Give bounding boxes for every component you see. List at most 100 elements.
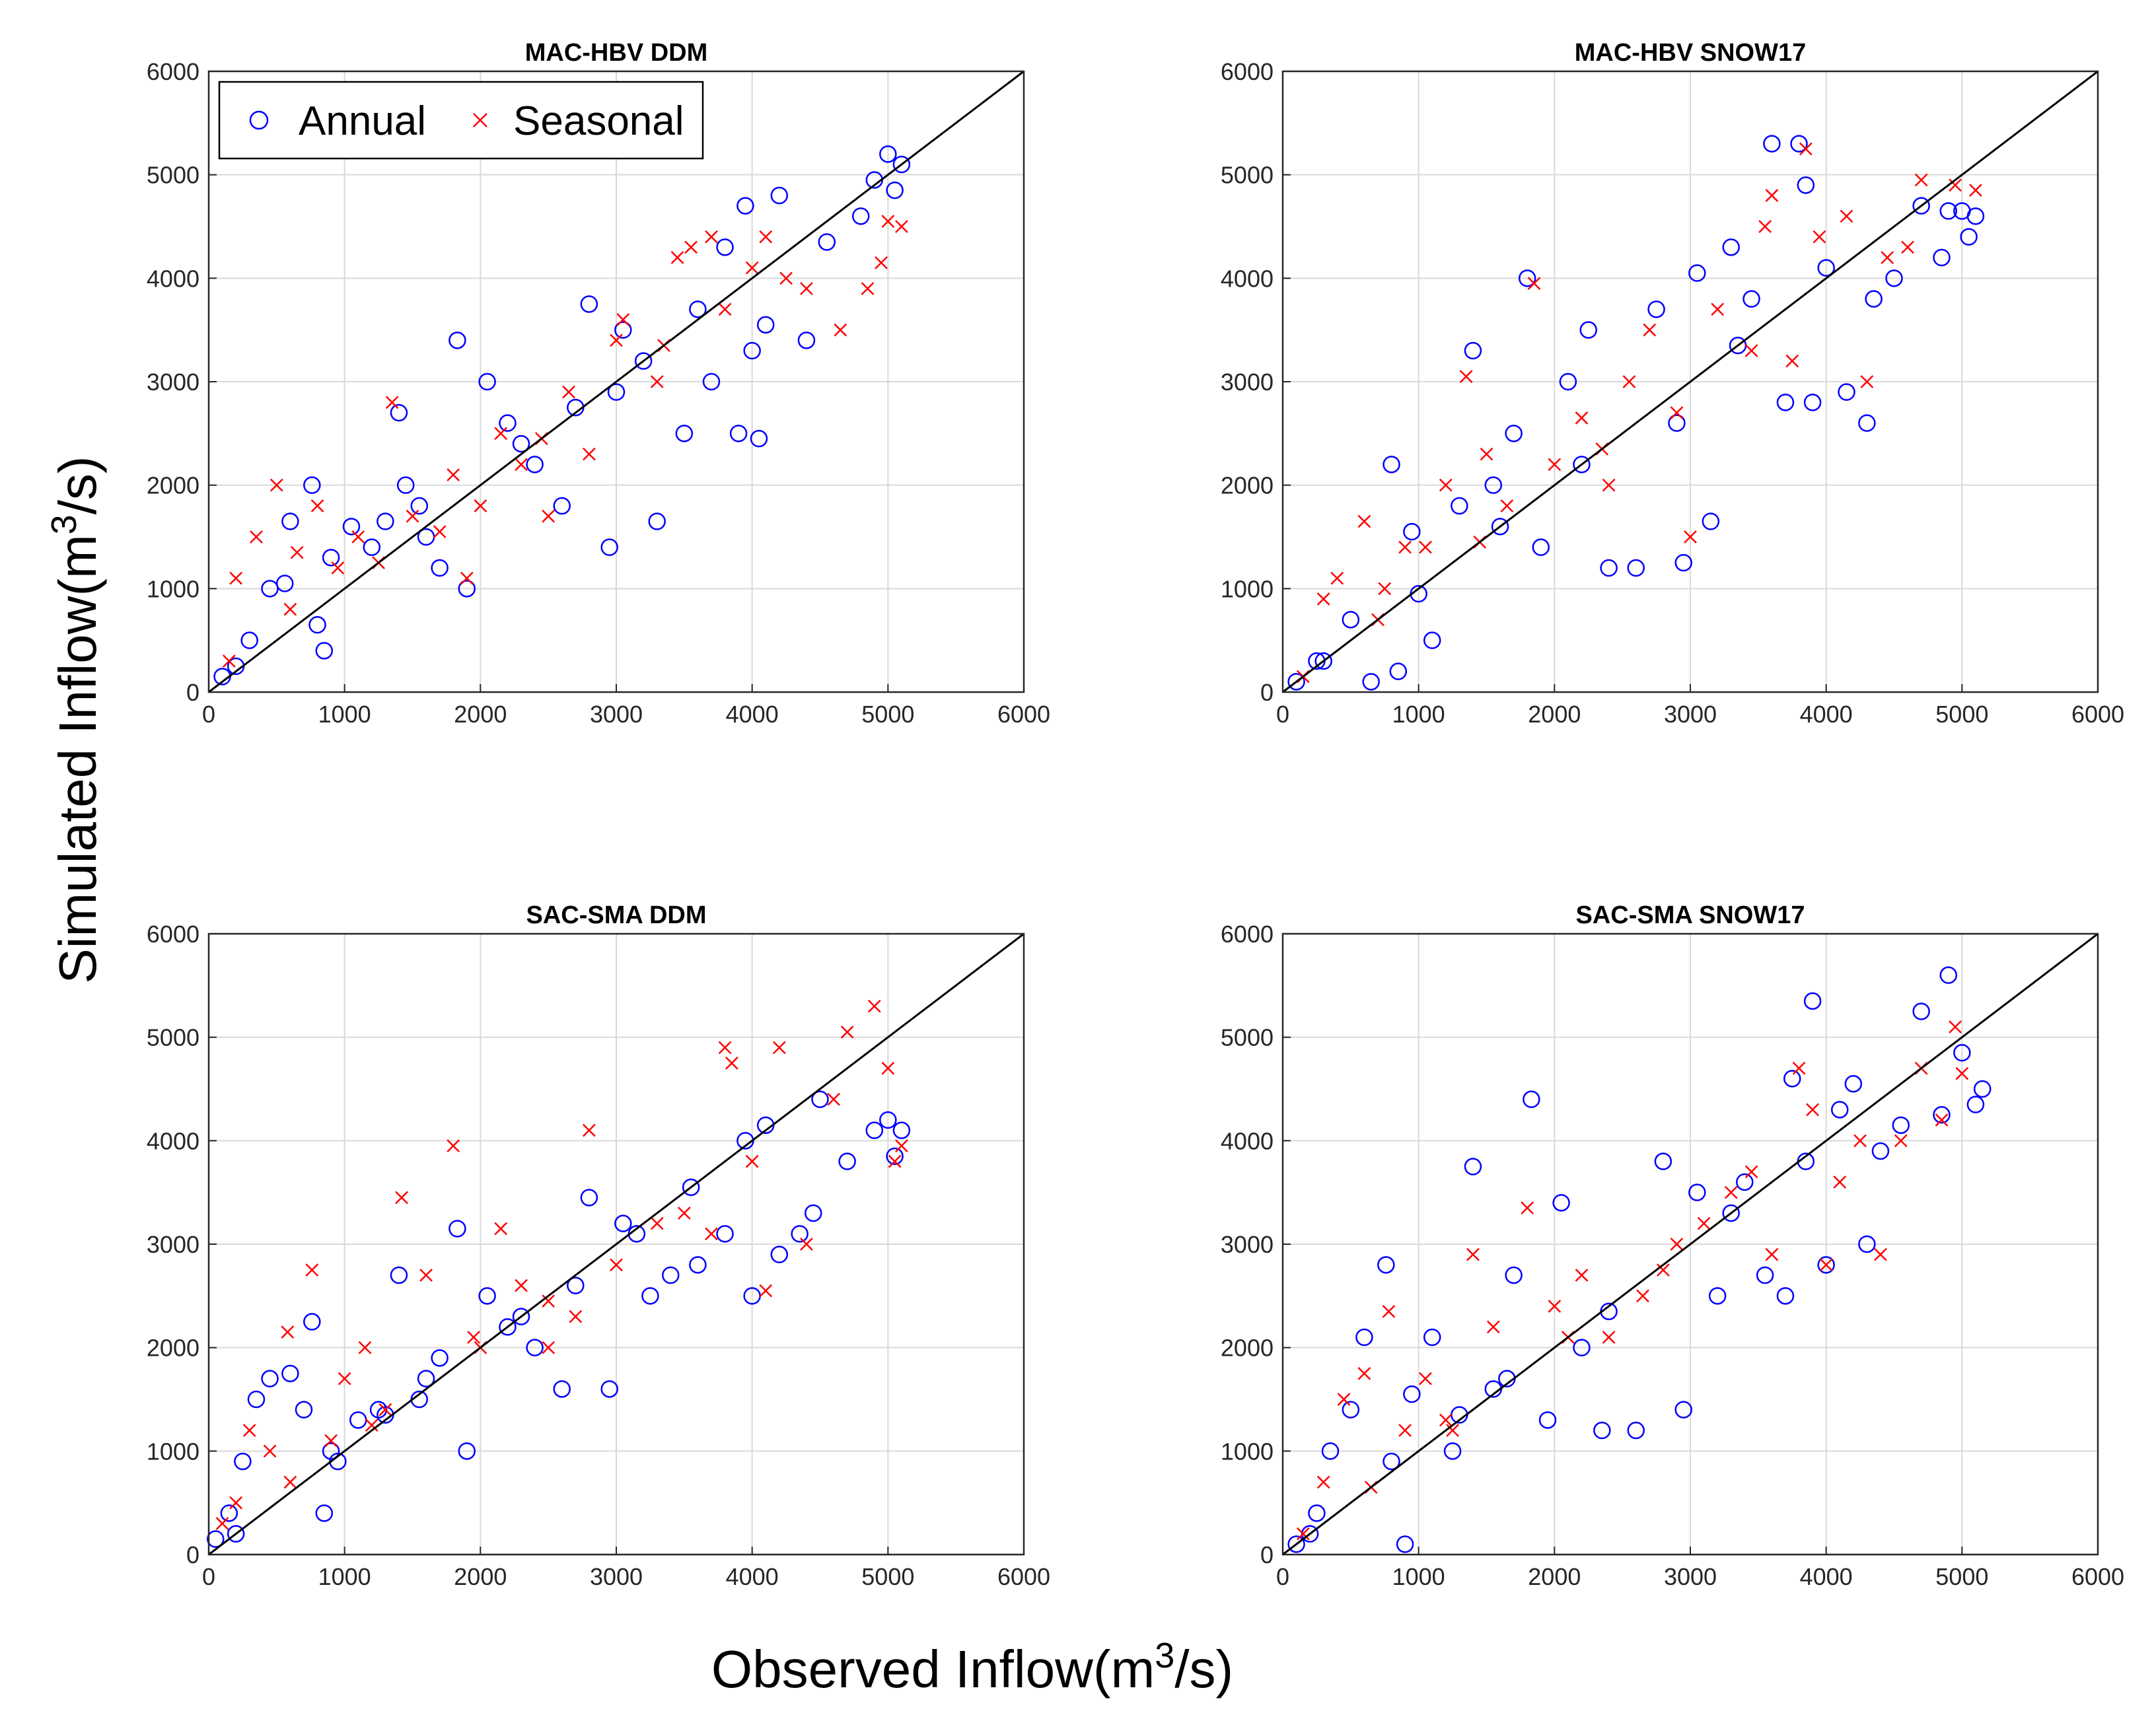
annual-point xyxy=(390,1266,408,1284)
annual-point xyxy=(1355,1328,1373,1347)
seasonal-point xyxy=(1881,251,1894,264)
annual-point xyxy=(1627,1421,1645,1440)
seasonal-point xyxy=(542,1294,556,1308)
annual-point xyxy=(1783,1070,1801,1088)
annual-point xyxy=(512,435,530,453)
annual-point xyxy=(1933,1105,1951,1124)
annual-point xyxy=(1423,1328,1441,1347)
seasonal-point xyxy=(1860,375,1874,388)
legend-seasonal-label: Seasonal xyxy=(513,98,684,144)
annual-point xyxy=(1688,1183,1706,1201)
annual-point xyxy=(886,1147,904,1166)
x-tick-label: 2000 xyxy=(1528,701,1581,728)
seasonal-point xyxy=(310,499,324,512)
y-tick-label: 1000 xyxy=(147,1438,199,1465)
x-tick-label: 1000 xyxy=(1392,701,1445,728)
annual-point xyxy=(1362,673,1380,691)
annual-point xyxy=(1953,1043,1971,1062)
seasonal-point xyxy=(705,230,718,244)
annual-point xyxy=(838,1152,856,1170)
panel-title: MAC-HBV SNOW17 xyxy=(1575,39,1806,67)
seasonal-point xyxy=(650,1216,664,1230)
annual-point xyxy=(1573,1339,1591,1356)
seasonal-point xyxy=(365,1419,378,1432)
seasonal-point xyxy=(433,525,447,539)
seasonal-point xyxy=(827,1092,840,1106)
annual-point xyxy=(641,1287,659,1305)
annual-point xyxy=(1451,497,1468,515)
y-tick-label: 0 xyxy=(186,679,199,706)
annual-point xyxy=(743,341,761,360)
annual-point xyxy=(478,1287,496,1305)
seasonal-point xyxy=(1792,1061,1806,1075)
annual-point xyxy=(865,1121,884,1139)
annual-point xyxy=(804,1204,822,1222)
panel-3: 0 1000 2000 3000 4000 5000 6000 0 1000 2000 3000 40… xyxy=(147,901,1050,1590)
annual-point xyxy=(879,145,897,163)
x-tick-label: 4000 xyxy=(726,1563,779,1590)
seasonal-point xyxy=(684,240,698,254)
seasonal-point xyxy=(351,530,365,543)
annual-point xyxy=(750,429,768,448)
seasonal-point xyxy=(1670,1238,1684,1251)
annual-point xyxy=(1817,1256,1835,1274)
seasonal-point xyxy=(1785,354,1799,368)
annual-point xyxy=(1912,197,1930,215)
annual-point xyxy=(1484,476,1503,494)
annual-point xyxy=(315,1504,334,1522)
x-axis-label: Observed Inflow(m3/s) xyxy=(711,1636,1233,1699)
seasonal-point xyxy=(1656,1263,1670,1277)
y-tick-label: 3000 xyxy=(147,1231,199,1258)
y-tick-label: 1000 xyxy=(1221,1438,1274,1465)
seasonal-point xyxy=(1765,189,1779,202)
seasonal-point xyxy=(745,1154,759,1168)
x-tick-label: 2000 xyxy=(454,701,507,728)
x-axis-label-tail: /s) xyxy=(1174,1640,1233,1699)
annual-point xyxy=(377,512,394,530)
x-axis-label-superscript: 3 xyxy=(1155,1636,1174,1675)
annual-point xyxy=(220,1504,238,1522)
annual-point xyxy=(1790,135,1808,153)
seasonal-point xyxy=(419,1269,433,1282)
seasonal-point xyxy=(1949,1020,1962,1034)
seasonal-point xyxy=(1439,1413,1453,1427)
annual-point xyxy=(526,1339,544,1356)
x-tick-label: 1000 xyxy=(318,701,371,728)
annual-point xyxy=(675,425,694,442)
seasonal-point xyxy=(242,1424,256,1437)
seasonal-point xyxy=(772,1041,786,1055)
annual-point xyxy=(1763,135,1781,153)
annual-point xyxy=(322,549,340,567)
annual-point xyxy=(1858,414,1876,432)
one-to-one-line xyxy=(208,70,1024,693)
annual-point xyxy=(797,332,816,349)
annual-point xyxy=(662,1266,680,1284)
annual-point xyxy=(1817,259,1835,277)
seasonal-point xyxy=(1765,1247,1779,1261)
annual-point xyxy=(1838,383,1855,401)
annual-point xyxy=(1423,631,1441,649)
annual-point xyxy=(879,1111,897,1129)
annual-point xyxy=(1674,1401,1692,1419)
annual-point xyxy=(526,456,544,473)
annual-point xyxy=(1844,1074,1863,1093)
seasonal-point xyxy=(1914,173,1928,187)
seasonal-point xyxy=(1337,1393,1351,1406)
y-tick-label: 4000 xyxy=(147,1127,199,1154)
annual-point xyxy=(1966,207,1985,225)
annual-point xyxy=(811,1090,829,1108)
seasonal-point xyxy=(759,230,773,244)
x-tick-label: 3000 xyxy=(590,701,643,728)
seasonal-point xyxy=(1486,1320,1500,1334)
annual-point xyxy=(1559,372,1577,391)
y-tick-label: 2000 xyxy=(147,1335,199,1362)
y-tick-label: 0 xyxy=(1260,679,1274,706)
y-tick-label: 3000 xyxy=(1221,368,1274,396)
seasonal-point xyxy=(718,1041,732,1055)
annual-point xyxy=(1287,673,1305,691)
annual-point xyxy=(308,615,326,634)
seasonal-point xyxy=(270,478,283,492)
seasonal-point xyxy=(779,271,793,285)
seasonal-point xyxy=(358,1341,372,1354)
y-tick-label: 4000 xyxy=(1221,1127,1274,1154)
